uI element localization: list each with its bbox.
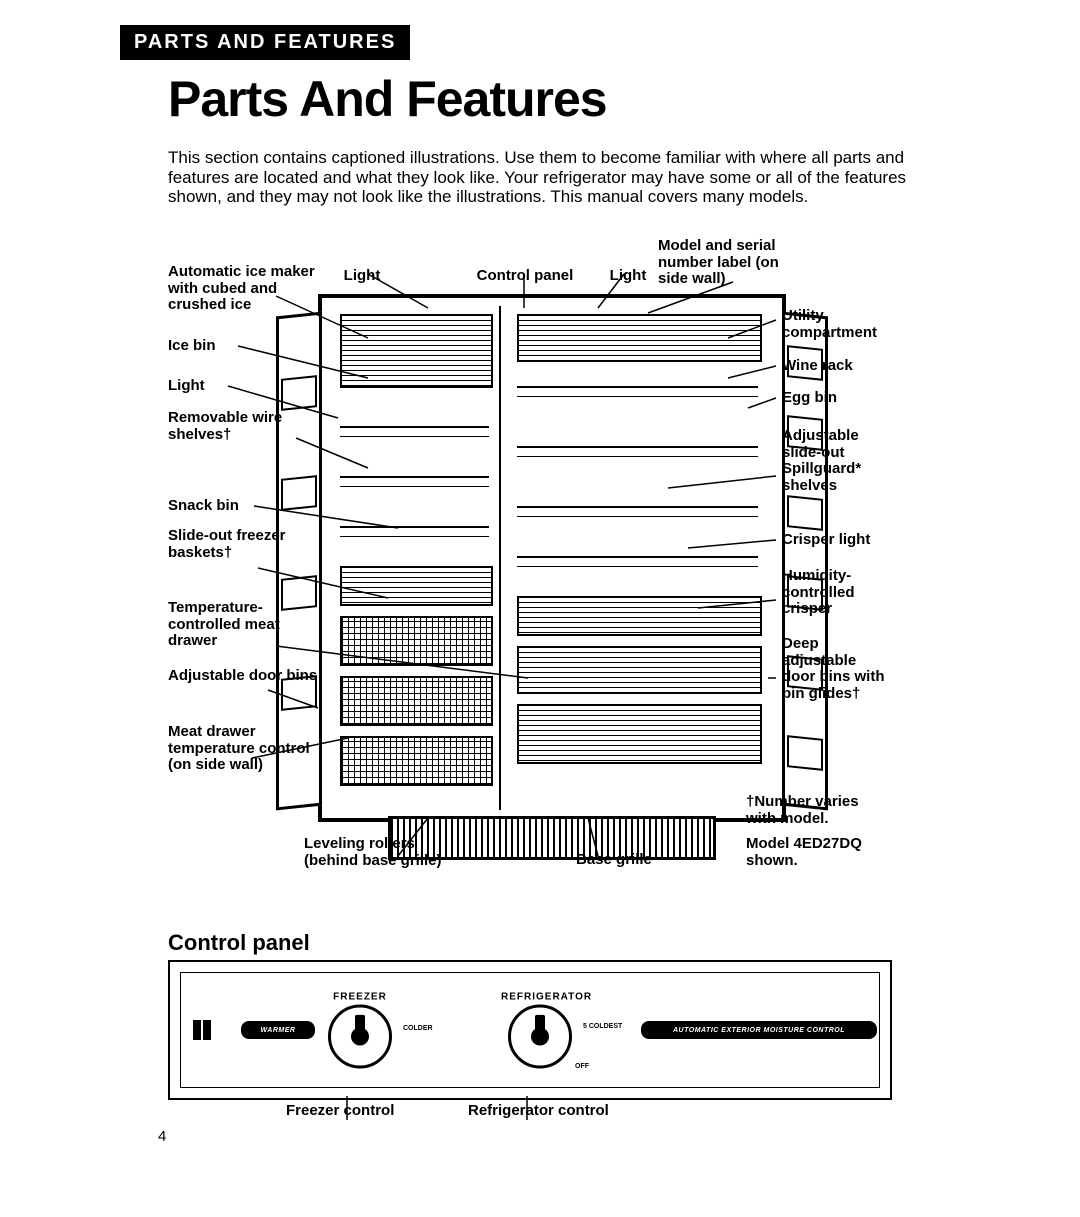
label-deep-door-bins: Deep adjustable door bins with bin glide… [782,636,888,702]
crisper-drawer [517,646,761,694]
label-base-grille: Base grille [576,852,696,869]
glass-shelf [517,386,757,397]
door-bin [281,475,317,511]
label-model-shown: Model 4ED27DQ shown. [746,836,886,869]
scale-off: OFF [575,1063,589,1070]
header-banner: PARTS AND FEATURES [120,25,410,60]
fridge-outline [318,294,786,822]
freezer-dial[interactable] [328,1005,392,1069]
label-meat-drawer-control: Meat drawer temperature control (on side… [168,724,318,774]
scale-warmer: WARMER [241,1021,315,1039]
glass-shelf [517,506,757,517]
door-bin [281,375,317,411]
label-slide-out-baskets: Slide-out freezer baskets† [168,528,318,561]
freezer-dial-group: FREEZER [321,992,399,1069]
label-model-serial: Model and serial number label (on side w… [658,238,808,288]
door-bin [787,495,823,531]
label-removable-shelves: Removable wire shelves† [168,410,318,443]
page: PARTS AND FEATURES Parts And Features Th… [0,0,1080,1217]
control-panel-diagram: WARMER FREEZER COLDER REFRIGERATOR 5 COL… [168,960,892,1100]
refrigerator-dial-label: REFRIGERATOR [501,992,579,1003]
freezer-dial-label: FREEZER [321,992,399,1003]
door-bin [787,735,823,771]
refrigerator-diagram: Light Control panel Light Model and seri… [168,238,888,874]
label-refrigerator-control: Refrigerator control [468,1102,609,1119]
snack-bin [340,566,492,606]
label-light-top-1: Light [332,268,392,285]
utility-compartment [517,314,761,362]
label-adjustable-slideout: Adjustable slide-out Spillguard* shelves [782,428,888,494]
glass-shelf [517,556,757,567]
label-number-varies: †Number varies with model. [746,794,886,827]
freezer-compartment [330,306,501,810]
page-number: 4 [158,1128,166,1145]
label-egg-bin: Egg bin [782,390,837,407]
moisture-control-label: AUTOMATIC EXTERIOR MOISTURE CONTROL [641,1021,877,1039]
label-wine-rack: Wine rack [782,358,853,375]
refrigerator-dial[interactable] [508,1005,572,1069]
panel-inset: WARMER FREEZER COLDER REFRIGERATOR 5 COL… [180,972,880,1088]
label-automatic-ice: Automatic ice maker with cubed and crush… [168,264,318,314]
freezer-basket [340,676,492,726]
label-humidity-crisper: Humidity-controlled crisper [782,568,888,618]
freezer-basket [340,616,492,666]
label-control-panel: Control panel [460,268,590,285]
main-title: Parts And Features [168,70,607,128]
power-indicator-icon [203,1020,211,1040]
refrigerator-door [782,312,828,811]
label-utility: Utility compartment [782,308,888,341]
label-snack-bin: Snack bin [168,498,239,515]
section-control-panel-title: Control panel [168,930,310,956]
meat-drawer [517,704,761,764]
refrigerator-compartment [501,306,774,810]
label-crisper-light: Crisper light [782,532,870,549]
fridge-interior [330,306,774,810]
glass-shelf [517,446,757,457]
wire-shelf [340,476,488,487]
wire-shelf [340,426,488,437]
intro-paragraph: This section contains captioned illustra… [168,148,910,207]
refrigerator-dial-group: REFRIGERATOR [501,992,579,1069]
label-leveling-rollers: Leveling rollers (behind base grille) [304,836,454,869]
wire-shelf [340,526,488,537]
label-adjustable-door-bins: Adjustable door bins [168,668,317,685]
freezer-basket [340,736,492,786]
crisper-drawer [517,596,761,636]
label-ice-bin: Ice bin [168,338,216,355]
scale-colder: COLDER [403,1025,433,1032]
power-indicator-icon [193,1020,201,1040]
scale-coldest: 5 COLDEST [583,1023,622,1030]
label-light-left: Light [168,378,205,395]
label-temp-meat-drawer: Temperature-controlled meat drawer [168,600,318,650]
ice-maker [340,314,492,388]
label-freezer-control: Freezer control [286,1102,394,1119]
label-light-top-2: Light [598,268,658,285]
